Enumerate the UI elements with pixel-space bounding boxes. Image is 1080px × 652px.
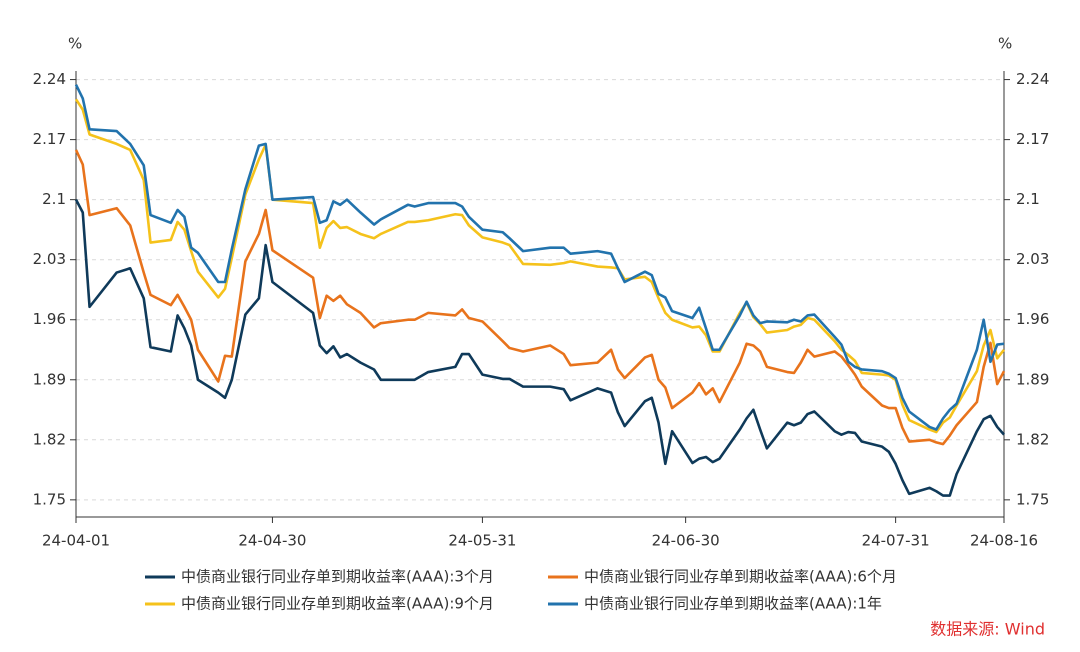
x-tick-label: 24-06-30	[652, 532, 720, 550]
y-tick-label: 1.96	[33, 310, 66, 328]
y2-tick-label: 1.96	[1016, 310, 1049, 328]
legend-label: 中债商业银行同业存单到期收益率(AAA):6个月	[584, 568, 897, 586]
x-tick-label: 24-08-16	[970, 532, 1038, 550]
x-tick-label: 24-04-01	[42, 532, 110, 550]
y-tick-label: 1.75	[33, 490, 66, 508]
legend-label: 中债商业银行同业存单到期收益率(AAA):1年	[584, 595, 882, 613]
series-line	[74, 149, 1006, 446]
legend-label: 中债商业银行同业存单到期收益率(AAA):9个月	[181, 595, 494, 613]
series-line	[74, 98, 1006, 434]
series-line	[74, 199, 1005, 497]
y-tick-label: 2.1	[42, 190, 66, 208]
y2-axis-unit: %	[998, 35, 1012, 53]
series-line	[74, 84, 1005, 431]
y-tick-label: 2.17	[33, 130, 66, 148]
y-tick-label: 2.24	[33, 70, 66, 88]
y2-tick-label: 2.03	[1016, 250, 1049, 268]
y2-tick-label: 2.1	[1016, 190, 1040, 208]
y-tick-label: 2.03	[33, 250, 66, 268]
y2-tick-label: 1.89	[1016, 370, 1049, 388]
legend-label: 中债商业银行同业存单到期收益率(AAA):3个月	[181, 568, 494, 586]
y2-tick-label: 1.82	[1016, 430, 1049, 448]
x-tick-label: 24-07-31	[862, 532, 930, 550]
y2-tick-label: 2.17	[1016, 130, 1049, 148]
y-tick-label: 1.82	[33, 430, 66, 448]
x-tick-label: 24-05-31	[448, 532, 516, 550]
y2-tick-label: 1.75	[1016, 490, 1049, 508]
source-note: 数据来源: Wind	[930, 620, 1045, 639]
y-tick-label: 1.89	[33, 370, 66, 388]
y-axis-unit: %	[68, 35, 82, 53]
x-tick-label: 24-04-30	[238, 532, 306, 550]
y2-tick-label: 2.24	[1016, 70, 1049, 88]
